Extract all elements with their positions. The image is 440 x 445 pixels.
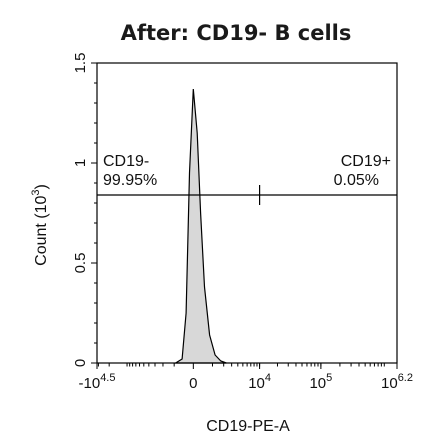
x-tick-label: 104 (248, 372, 271, 392)
gate-label-positive-percent: 0.05% (334, 172, 379, 189)
y-tick-label: 1.5 (72, 53, 89, 74)
gate-label-positive-name: CD19+ (341, 153, 391, 170)
y-axis-label: Count (103) (30, 184, 50, 266)
y-tick-label: 0 (72, 359, 89, 367)
histogram-area (173, 88, 227, 364)
gate-label-negative-name: CD19- (103, 153, 149, 170)
plot-frame (96, 62, 398, 364)
x-tick-label: -104.5 (79, 372, 116, 392)
x-axis-label: CD19-PE-A (206, 418, 290, 435)
gate-label-negative-percent: 99.95% (103, 172, 157, 189)
y-axis-label-text: Count (10 (33, 195, 50, 265)
y-axis-label-end: ) (33, 184, 50, 189)
chart-title: After: CD19- B cells (121, 21, 352, 45)
x-tick-label: 106.2 (381, 372, 413, 392)
y-tick-label: 1 (72, 159, 89, 167)
y-axis-label-sup: 3 (30, 189, 42, 195)
y-tick-label: 0.5 (72, 253, 89, 274)
x-tick-label: 0 (189, 375, 197, 392)
svg-text:Count (103): Count (103) (30, 184, 50, 266)
x-tick-label: 105 (309, 372, 332, 392)
